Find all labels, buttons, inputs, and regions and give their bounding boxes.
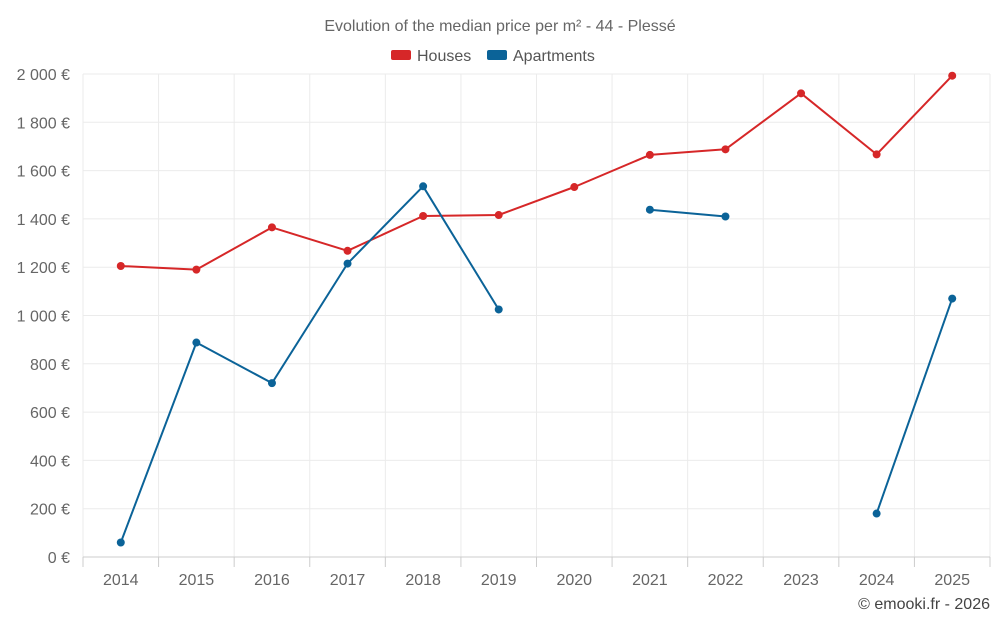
data-point-apartments-2025[interactable] bbox=[948, 294, 957, 303]
x-tick-label: 2015 bbox=[179, 572, 215, 589]
data-point-apartments-2015[interactable] bbox=[192, 338, 201, 347]
data-point-houses-2018[interactable] bbox=[419, 212, 428, 221]
legend-label-apartments: Apartments bbox=[513, 48, 595, 65]
x-tick-label: 2014 bbox=[103, 572, 139, 589]
data-point-houses-2024[interactable] bbox=[872, 150, 881, 159]
legend: Houses Apartments bbox=[391, 48, 595, 65]
data-point-apartments-2016[interactable] bbox=[267, 379, 276, 388]
series-line-apartments bbox=[119, 185, 500, 543]
series-houses bbox=[116, 71, 957, 274]
y-tick-label: 800 € bbox=[30, 357, 70, 374]
y-tick-label: 2 000 € bbox=[17, 67, 70, 84]
y-tick-label: 1 600 € bbox=[17, 164, 70, 181]
data-point-houses-2022[interactable] bbox=[721, 145, 730, 154]
x-axis: 2014 2015 2016 2017 2018 2019 2020 2021 2022 2023… bbox=[82, 556, 991, 589]
x-tick-label: 2020 bbox=[556, 572, 592, 589]
series-line-apartments bbox=[875, 298, 954, 514]
data-point-houses-2014[interactable] bbox=[116, 261, 125, 270]
data-point-apartments-2018[interactable] bbox=[419, 182, 428, 191]
credit-text: © emooki.fr - 2026 bbox=[858, 596, 990, 613]
legend-item-apartments[interactable]: Apartments bbox=[487, 48, 595, 65]
data-point-apartments-2024[interactable] bbox=[872, 509, 881, 518]
legend-swatch-apartments bbox=[487, 50, 507, 60]
data-point-houses-2016[interactable] bbox=[267, 223, 276, 232]
series-line-apartments bbox=[649, 208, 726, 218]
legend-item-houses[interactable]: Houses bbox=[391, 48, 471, 65]
chart-title: Evolution of the median price per m² - 4… bbox=[324, 18, 675, 35]
data-point-houses-2019[interactable] bbox=[494, 211, 503, 220]
data-point-apartments-2019[interactable] bbox=[494, 305, 503, 314]
y-tick-label: 1 200 € bbox=[17, 260, 70, 277]
series bbox=[116, 71, 957, 547]
x-tick-label: 2025 bbox=[934, 572, 970, 589]
x-tick-label: 2022 bbox=[708, 572, 744, 589]
y-tick-label: 400 € bbox=[30, 453, 70, 470]
data-point-houses-2023[interactable] bbox=[797, 89, 806, 98]
y-tick-label: 1 000 € bbox=[17, 309, 70, 326]
data-point-apartments-2014[interactable] bbox=[116, 538, 125, 547]
x-tick-label: 2016 bbox=[254, 572, 290, 589]
data-point-apartments-2022[interactable] bbox=[721, 212, 730, 221]
x-tick-label: 2018 bbox=[405, 572, 441, 589]
series-line-houses bbox=[120, 75, 953, 271]
y-axis: 0 € 200 € 400 € 600 € 800 € 1 000 € 1 200 € 1 4… bbox=[17, 67, 70, 567]
y-tick-label: 200 € bbox=[30, 502, 70, 519]
data-point-houses-2021[interactable] bbox=[645, 150, 654, 159]
series-apartments bbox=[116, 182, 957, 547]
y-tick-label: 600 € bbox=[30, 405, 70, 422]
grid bbox=[82, 73, 991, 558]
x-tick-label: 2024 bbox=[859, 572, 895, 589]
data-point-houses-2017[interactable] bbox=[343, 246, 352, 255]
data-point-apartments-2021[interactable] bbox=[645, 205, 654, 214]
x-tick-label: 2023 bbox=[783, 572, 819, 589]
legend-swatch-houses bbox=[391, 50, 411, 60]
y-tick-label: 1 800 € bbox=[17, 115, 70, 132]
x-tick-label: 2019 bbox=[481, 572, 517, 589]
y-tick-label: 1 400 € bbox=[17, 212, 70, 229]
y-tick-label: 0 € bbox=[48, 550, 70, 567]
data-point-houses-2015[interactable] bbox=[192, 265, 201, 274]
x-tick-label: 2021 bbox=[632, 572, 668, 589]
x-tick-label: 2017 bbox=[330, 572, 366, 589]
data-point-houses-2025[interactable] bbox=[948, 71, 957, 80]
data-point-houses-2020[interactable] bbox=[570, 183, 579, 192]
legend-label-houses: Houses bbox=[417, 48, 471, 65]
data-point-apartments-2017[interactable] bbox=[343, 259, 352, 268]
